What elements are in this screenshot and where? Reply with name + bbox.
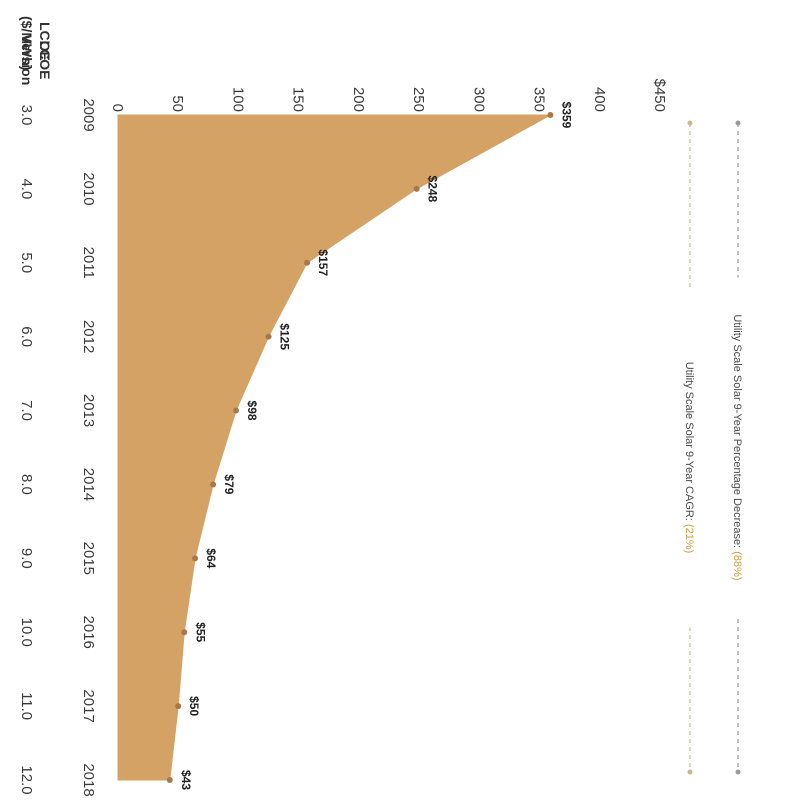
data-point <box>413 185 420 192</box>
data-label: $98 <box>245 401 259 421</box>
y-tick-label: 50 <box>169 95 186 112</box>
legend-label: Utility Scale Solar 9-Year Percentage De… <box>731 314 743 551</box>
data-point <box>547 112 554 118</box>
x-tick-label: 2017 <box>80 689 97 722</box>
y-tick-label: 300 <box>470 87 487 112</box>
data-label: $50 <box>187 696 201 716</box>
x-tick-label: 2014 <box>80 468 97 501</box>
version-label: 10.0 <box>18 618 35 647</box>
data-point <box>233 407 240 414</box>
data-label: $43 <box>179 770 193 790</box>
data-point <box>192 555 199 562</box>
version-label: 8.0 <box>18 474 35 495</box>
data-label: $157 <box>316 249 330 276</box>
y-tick-label: 150 <box>290 87 307 112</box>
data-label: $64 <box>204 548 218 568</box>
data-label: $248 <box>426 176 440 203</box>
legend-bg <box>729 277 747 618</box>
x-tick-label: 2015 <box>80 542 97 575</box>
version-label: 11.0 <box>18 692 35 720</box>
x-tick-label: 2018 <box>80 763 97 796</box>
y-tick-label: 0 <box>109 104 126 112</box>
data-point <box>265 333 272 340</box>
data-point <box>175 703 182 710</box>
version-label: 12.0 <box>18 765 35 794</box>
y-tick-label: 250 <box>410 87 427 112</box>
legend-text: Utility Scale Solar 9-Year Percentage De… <box>731 314 743 580</box>
data-point <box>210 481 217 488</box>
legend-endpoint <box>735 769 741 775</box>
y-tick-label: 400 <box>591 87 608 112</box>
version-label: 6.0 <box>18 326 35 347</box>
version-label: 7.0 <box>18 400 35 421</box>
y-axis-title: LCOE <box>37 22 53 61</box>
data-point <box>166 777 173 783</box>
x-tick-label: 2013 <box>80 394 97 427</box>
legend-value: (21%) <box>683 524 695 553</box>
y-tick-label: 200 <box>350 87 367 112</box>
legend-endpoint <box>687 769 693 775</box>
data-label: $359 <box>559 102 573 129</box>
x-axis-title: LCOE <box>37 41 53 80</box>
y-tick-label: $450 <box>651 79 668 112</box>
legend-endpoint <box>687 120 693 126</box>
version-label: 4.0 <box>18 178 35 199</box>
x-tick-label: 2016 <box>80 616 97 649</box>
legend-bg <box>681 287 699 628</box>
data-point <box>304 259 311 266</box>
x-tick-label: 2009 <box>80 98 97 131</box>
version-label: 5.0 <box>18 252 35 273</box>
legend-value: (88%) <box>731 551 743 580</box>
x-tick-label: 2012 <box>80 320 97 353</box>
x-axis-title-version: Version <box>19 35 35 86</box>
data-label: $55 <box>193 622 207 642</box>
area-series <box>117 114 551 781</box>
data-point <box>181 629 188 636</box>
version-label: 9.0 <box>18 548 35 569</box>
rotated-chart-group: LCOE($/MWh) 0 50 100 150 200 250 300 350 400 $450 $… <box>18 16 747 797</box>
legend-endpoint <box>735 120 741 126</box>
data-label: $125 <box>278 323 292 350</box>
x-tick-label: 2010 <box>80 172 97 205</box>
x-tick-label: 2011 <box>80 247 97 279</box>
legend-label: Utility Scale Solar 9-Year CAGR: <box>683 362 695 524</box>
version-label: 3.0 <box>18 105 35 126</box>
y-tick-label: 350 <box>531 87 548 112</box>
y-axis-title-unit: ($/MWh) <box>19 16 35 70</box>
data-label: $79 <box>222 474 236 494</box>
y-tick-label: 100 <box>229 87 246 112</box>
legend-text: Utility Scale Solar 9-Year CAGR: (21%) <box>683 362 695 554</box>
